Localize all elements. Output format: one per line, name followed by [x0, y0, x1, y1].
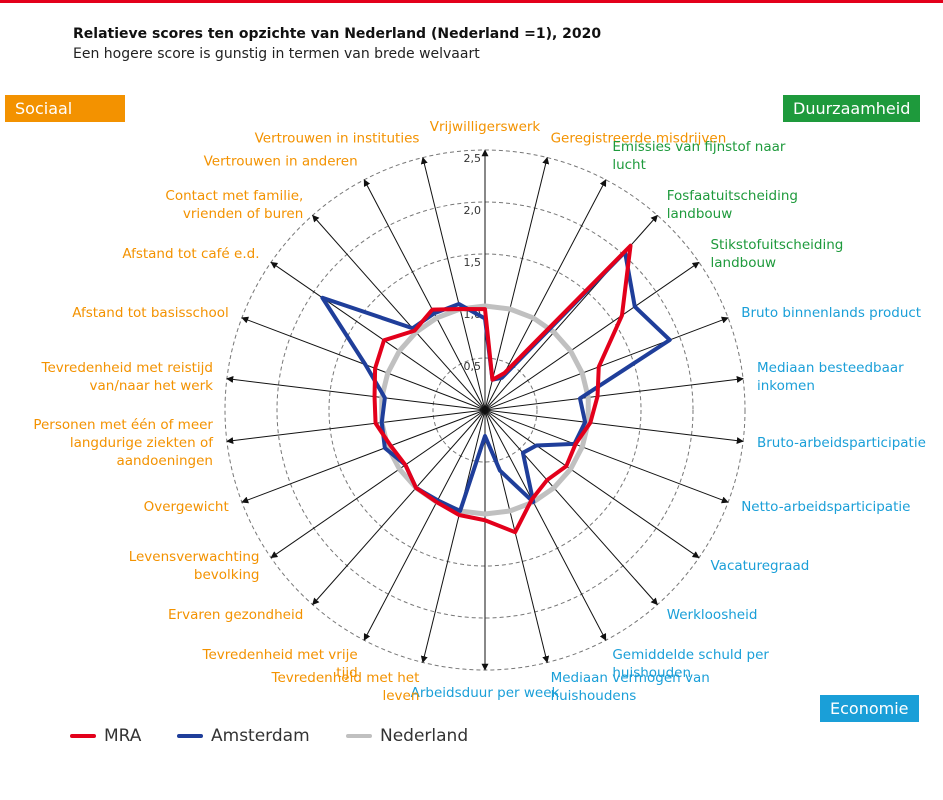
- axis-line: [363, 409, 486, 641]
- group-label: Duurzaamheid: [783, 95, 921, 122]
- legend-label: Nederland: [380, 726, 469, 746]
- grid-circle: [328, 253, 642, 567]
- axis-line: [363, 179, 486, 411]
- legend-item: Nederland: [346, 726, 468, 746]
- category-label: Vrijwilligerswerk: [429, 119, 541, 135]
- chart-title: Relatieve scores ten opzichte van Nederl…: [73, 26, 602, 42]
- axis-line: [226, 409, 486, 445]
- category-label: Netto-arbeidsparticipatie: [741, 499, 911, 516]
- tick-label: 1,5: [464, 256, 482, 269]
- legend-item: Amsterdam: [177, 726, 310, 746]
- legend-label: MRA: [104, 726, 142, 746]
- series-line: [379, 303, 591, 517]
- axis-line: [484, 156, 550, 411]
- group-label: Economie: [820, 695, 919, 722]
- category-label: Tevredenheid met vrije tijd: [202, 646, 358, 681]
- category-label: Afstand tot café e.d.: [122, 246, 260, 263]
- axis-line: [226, 375, 486, 411]
- legend-swatch: [346, 734, 372, 738]
- axis-line: [420, 409, 486, 664]
- grid-circle: [276, 201, 694, 619]
- axis-line: [241, 409, 486, 504]
- category-label: Overgewicht: [143, 499, 229, 516]
- category-label: Vacaturegraad: [710, 557, 810, 574]
- axis-line: [484, 409, 550, 664]
- series-line: [320, 249, 672, 513]
- category-label: Fosfaatuitscheiding landbouw: [666, 187, 798, 222]
- axis-line: [420, 156, 486, 411]
- category-label: Werkloosheid: [666, 607, 758, 624]
- category-label: Bruto-arbeidsparticipatie: [757, 435, 926, 452]
- axis-line: [484, 261, 700, 411]
- legend-swatch: [177, 734, 203, 738]
- axis-line: [270, 261, 486, 411]
- category-label: Ervaren gezondheid: [168, 607, 304, 624]
- category-label: Geregistreerde misdrijven: [550, 130, 727, 147]
- category-label: Personen met één of meer langdurige ziek…: [33, 417, 213, 470]
- axis-line: [270, 409, 486, 559]
- category-label: Gemiddelde schuld per huishouden: [612, 646, 769, 681]
- axis-line: [484, 409, 658, 606]
- category-label: Contact met familie, vrienden of buren: [165, 187, 304, 222]
- series-line: [372, 243, 633, 535]
- category-label: Tevredenheid met het leven: [271, 669, 420, 704]
- tick-label: 2,5: [464, 152, 482, 165]
- tick-label: 2,0: [464, 204, 482, 217]
- category-label: Bruto binnenlands product: [741, 304, 922, 321]
- axis-line: [484, 409, 744, 445]
- category-label: Afstand tot basisschool: [72, 304, 229, 321]
- axis-line: [312, 214, 486, 411]
- category-label: Stikstofuitscheiding landbouw: [710, 237, 844, 272]
- legend-swatch: [70, 734, 96, 738]
- category-label: Vertrouwen in instituties: [254, 130, 420, 147]
- category-label: Mediaan besteedbaar inkomen: [757, 359, 904, 394]
- axis-line: [484, 409, 729, 504]
- legend-item: MRA: [70, 726, 141, 746]
- axis-line: [484, 409, 607, 641]
- legend-label: Amsterdam: [211, 726, 310, 746]
- category-label: Emissies van fijnstof naar lucht: [612, 139, 786, 174]
- category-label: Vertrouwen in anderen: [203, 153, 358, 170]
- axis-line: [484, 375, 744, 411]
- chart-subtitle: Een hogere score is gunstig in termen va…: [73, 46, 480, 62]
- axis-line: [312, 409, 486, 606]
- grid-circle: [432, 357, 538, 463]
- group-label: Sociaal: [5, 95, 125, 122]
- category-label: Arbeidsduur per week: [410, 685, 560, 701]
- top-rule: [0, 0, 943, 3]
- axis-line: [484, 409, 700, 559]
- category-label: Mediaan vermogen van huishoudens: [550, 669, 710, 704]
- category-label: Levensverwachting bevolking: [128, 548, 260, 583]
- tick-label: 0,5: [464, 360, 482, 373]
- axis-line: [484, 316, 729, 411]
- category-label: Tevredenheid met reistijd van/naar het w…: [41, 359, 213, 394]
